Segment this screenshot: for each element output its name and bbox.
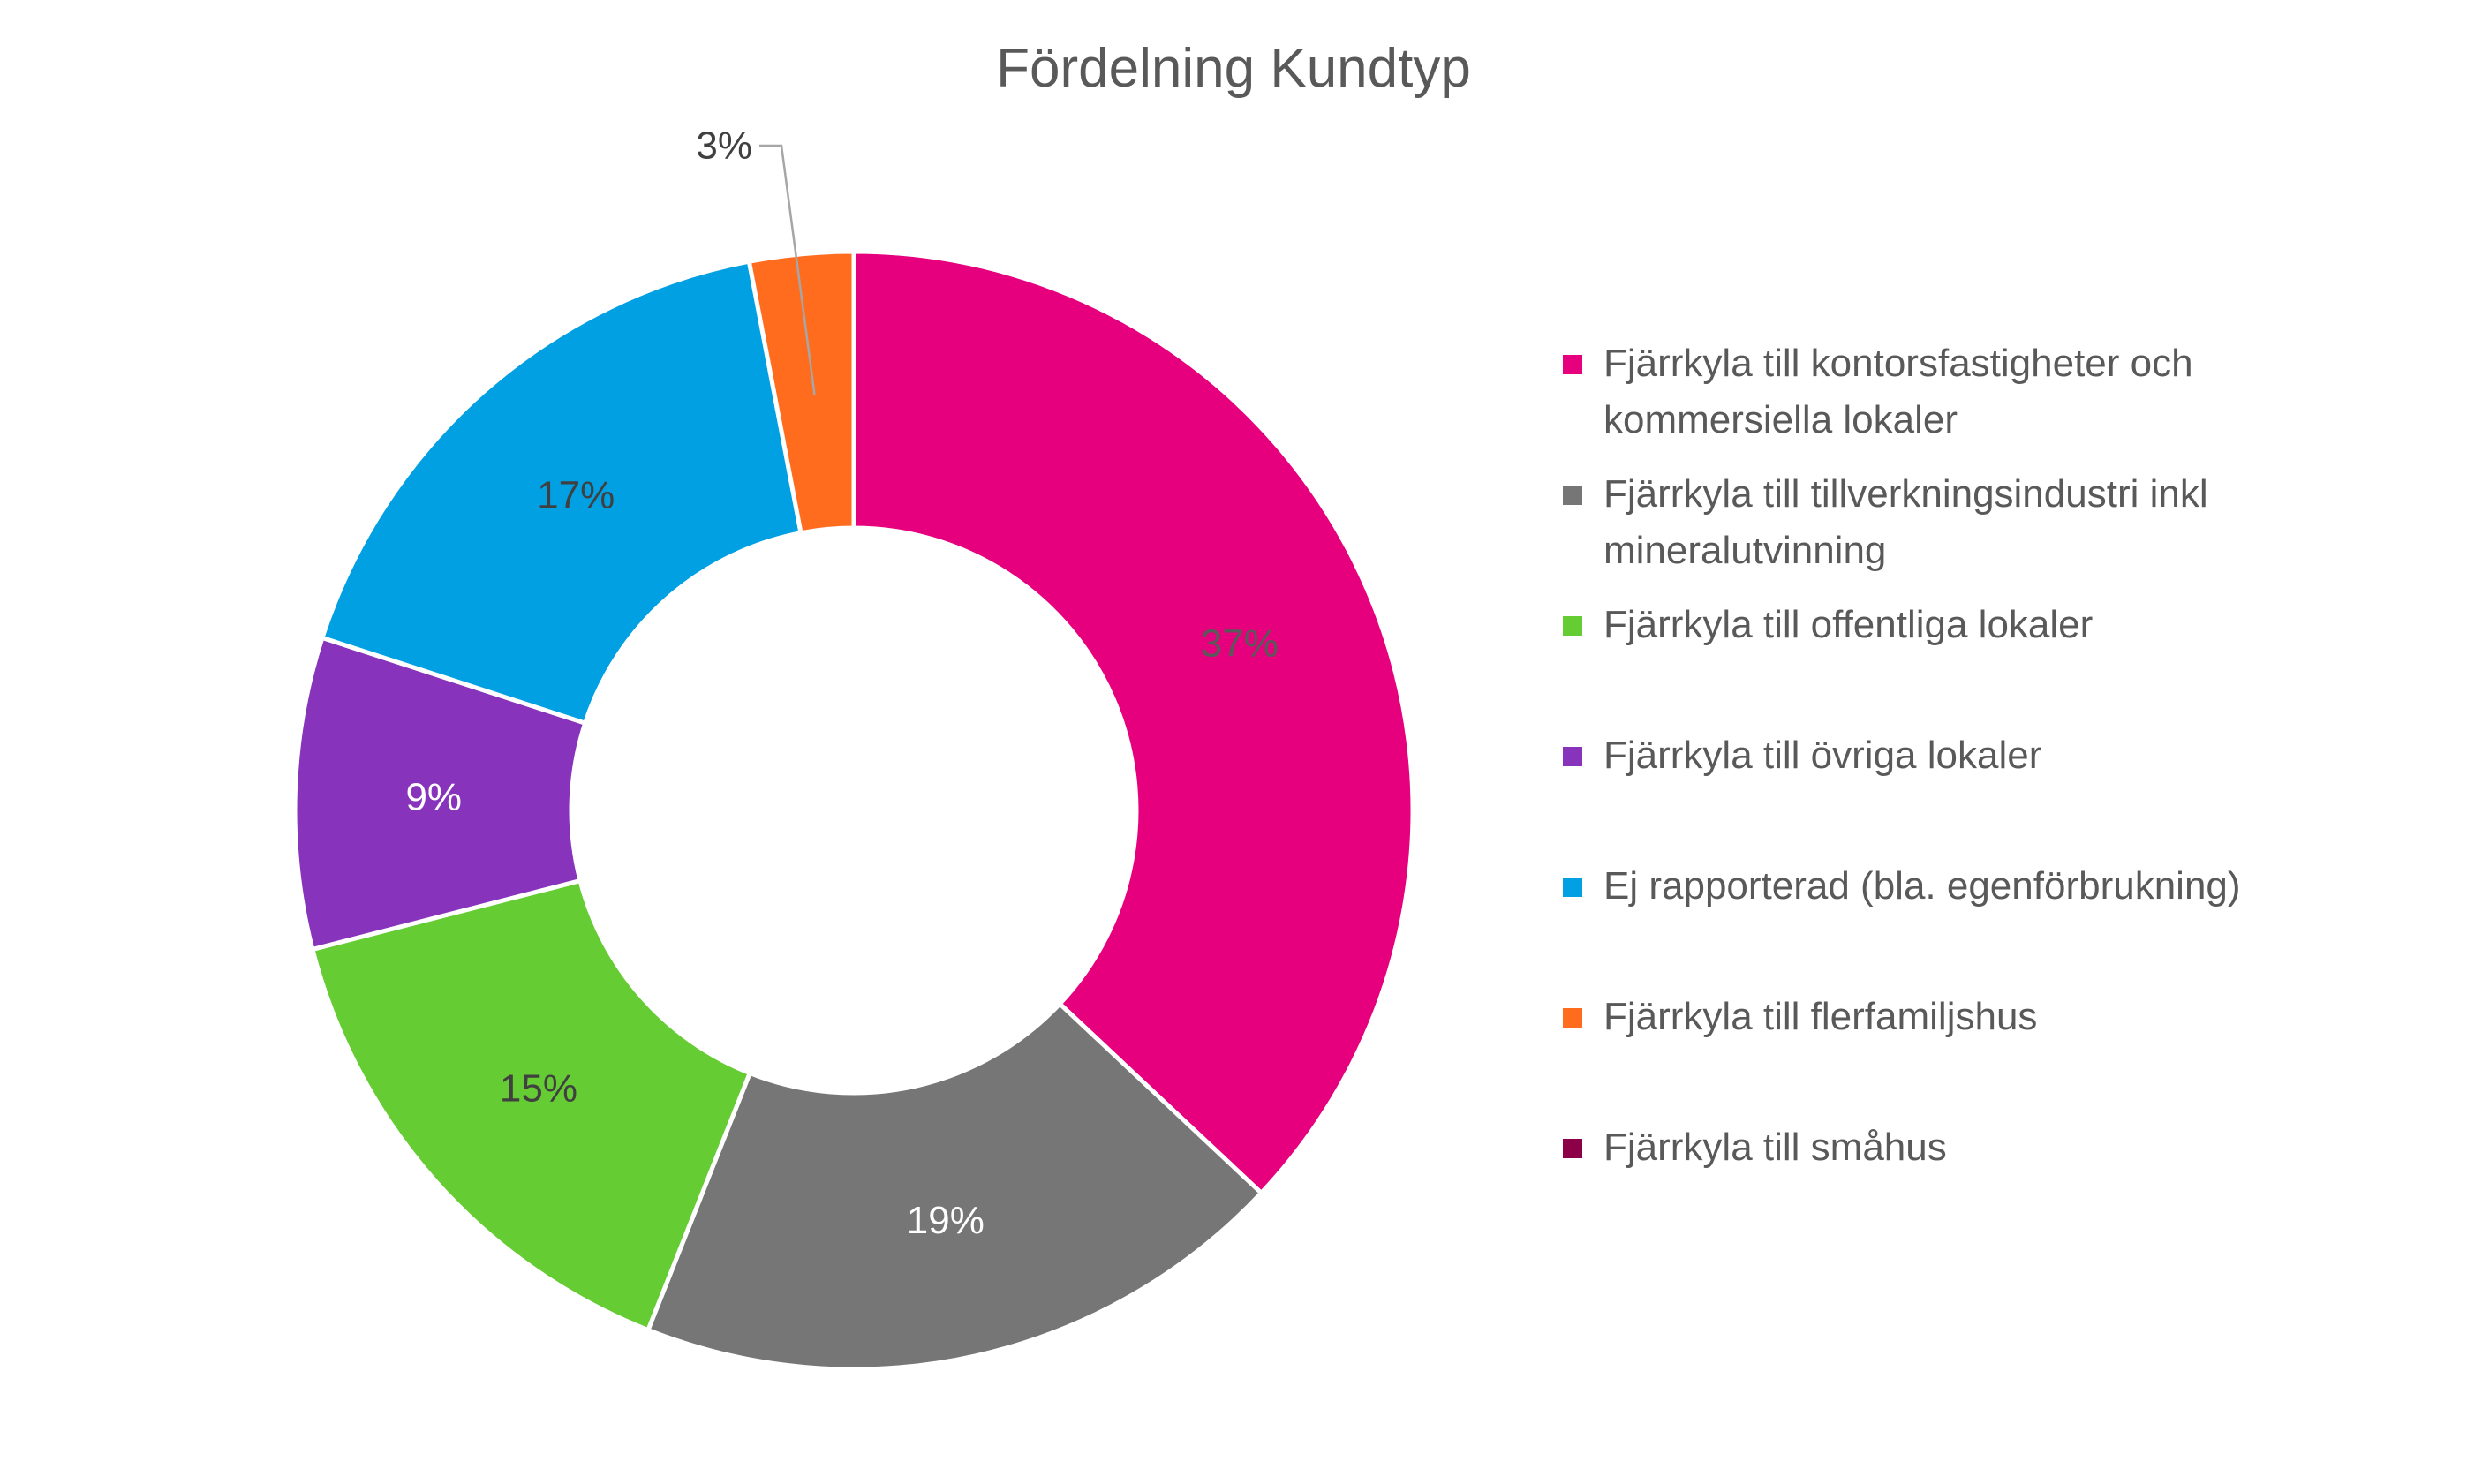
leader-lines [759, 144, 816, 395]
legend-swatch [1563, 878, 1582, 897]
data-label-fjarrkyla-till-ovriga-lokaler: 9% [405, 776, 462, 819]
data-label-fjarrkyla-till-tillverkningsindustri-inkl-mineralutvinning: 19% [907, 1199, 985, 1242]
legend-label: Fjärrkyla till kontorsfastigheter och ko… [1603, 342, 2193, 441]
donut-slices [292, 249, 1415, 1372]
donut-slice-ej-rapporterad-bla-egenforbrukning [319, 259, 803, 727]
legend-swatch [1563, 355, 1582, 374]
legend-item-fjarrkyla-till-kontorsfastigheter-och-kommersiella-lokaler: Fjärrkyla till kontorsfastigheter och ko… [1563, 335, 2410, 448]
chart-title: Fördelning Kundtyp [996, 38, 1471, 99]
legend-label: Fjärrkyla till offentliga lokaler [1603, 603, 2094, 646]
legend-label: Fjärrkyla till flerfamiljshus [1603, 995, 2038, 1038]
legend-swatch [1563, 486, 1582, 505]
legend-item-ej-rapporterad-bla-egenforbrukning: Ej rapporterad (bla. egenförbrukning) [1563, 858, 2410, 915]
data-label-fjarrkyla-till-kontorsfastigheter-och-kommersiella-lokaler: 37% [1201, 621, 1279, 665]
legend-item-fjarrkyla-till-tillverkningsindustri-inkl-mineralutvinning: Fjärrkyla till tillverkningsindustri ink… [1563, 466, 2410, 579]
legend-swatch [1563, 747, 1582, 766]
legend-swatch [1563, 616, 1582, 636]
donut-slice-fjarrkyla-till-kontorsfastigheter-och-kommersiella-lokaler [851, 249, 1415, 1196]
legend-item-fjarrkyla-till-ovriga-lokaler: Fjärrkyla till övriga lokaler [1563, 727, 2410, 784]
donut-slice-fjarrkyla-till-flerfamiljshus [746, 249, 856, 536]
data-labels: 37% 19% 15% 9% 17% 3% [405, 124, 1278, 1243]
legend-label: Fjärrkyla till övriga lokaler [1603, 734, 2042, 777]
legend-swatch [1563, 1139, 1582, 1158]
data-label-ej-rapporterad-bla-egenforbrukning: 17% [537, 473, 615, 516]
donut-slice-fjarrkyla-till-offentliga-lokaler [309, 878, 753, 1333]
data-label-fjarrkyla-till-flerfamiljshus: 3% [696, 124, 752, 168]
legend-item-fjarrkyla-till-offentliga-lokaler: Fjärrkyla till offentliga lokaler [1563, 597, 2410, 653]
data-label-fjarrkyla-till-offentliga-lokaler: 15% [500, 1066, 577, 1110]
legend-label: Fjärrkyla till småhus [1603, 1126, 1947, 1169]
legend-swatch [1563, 1008, 1582, 1028]
donut-slice-fjarrkyla-till-ovriga-lokaler [292, 635, 588, 953]
donut-slice-fjarrkyla-till-tillverkningsindustri-inkl-mineralutvinning [645, 1000, 1264, 1372]
legend-label: Ej rapporterad (bla. egenförbrukning) [1603, 864, 2241, 908]
leader-line-fjarrkyla-till-flerfamiljshus [759, 144, 816, 395]
legend-label: Fjärrkyla till tillverkningsindustri ink… [1603, 472, 2208, 572]
legend-item-fjarrkyla-till-flerfamiljshus: Fjärrkyla till flerfamiljshus [1563, 989, 2410, 1045]
legend-item-fjarrkyla-till-smahus: Fjärrkyla till småhus [1563, 1119, 2410, 1176]
